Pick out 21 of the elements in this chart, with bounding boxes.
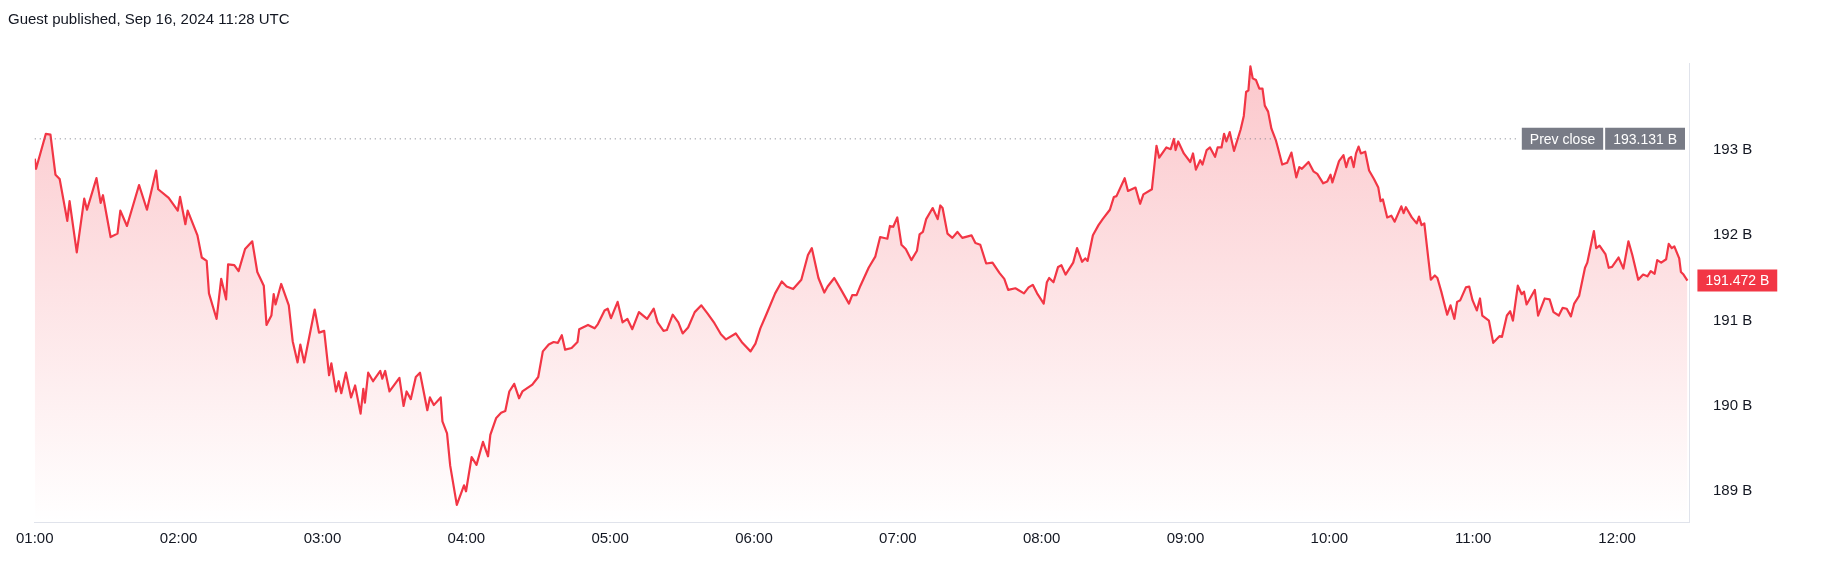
- y-tick-label: 190 B: [1713, 396, 1753, 414]
- y-tick-label: 193 B: [1713, 140, 1753, 158]
- x-tick-label: 09:00: [1166, 529, 1205, 547]
- x-tick-label: 08:00: [1022, 529, 1061, 547]
- y-tick-label: 191 B: [1713, 310, 1753, 328]
- x-tick-label: 01:00: [15, 529, 54, 547]
- y-tick-label: 189 B: [1713, 481, 1753, 499]
- annotation: 193.131 B: [1613, 130, 1678, 147]
- y-tick-label: 192 B: [1713, 225, 1753, 243]
- x-tick-label: 03:00: [303, 529, 342, 547]
- x-tick-label: 04:00: [447, 529, 486, 547]
- x-tick-label: 10:00: [1310, 529, 1349, 547]
- x-tick-label: 05:00: [591, 529, 629, 547]
- ref-line-label: Prev close: [1529, 130, 1596, 147]
- annotation: 191.472 B: [1705, 272, 1770, 289]
- x-tick-label: 11:00: [1455, 529, 1492, 547]
- x-tick-label: 12:00: [1598, 529, 1636, 547]
- x-tick-label: 02:00: [159, 529, 198, 547]
- chart-title: Guest published, Sep 16, 2024 11:28 UTC: [8, 9, 291, 29]
- x-tick-label: 07:00: [879, 529, 917, 547]
- x-tick-label: 06:00: [735, 529, 773, 547]
